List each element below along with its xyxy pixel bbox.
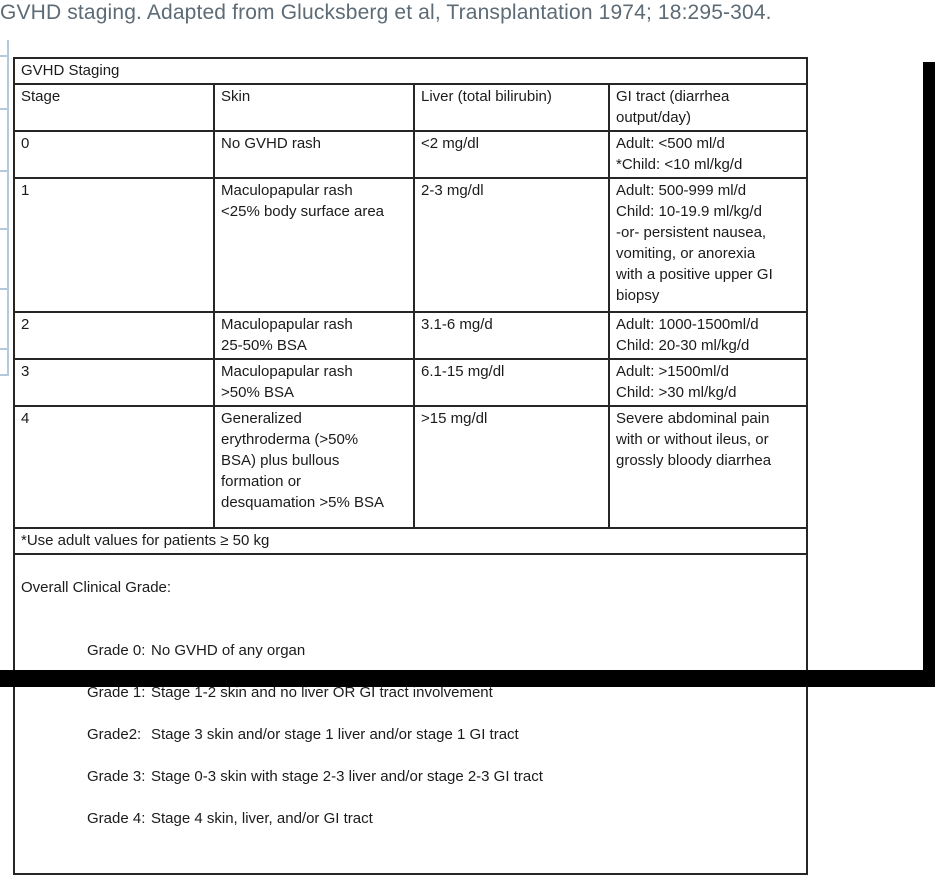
clipped-left-table-row-line: [0, 108, 9, 110]
cell-liver: 3.1-6 mg/d: [413, 311, 610, 360]
grade-label: Grade 3:: [87, 768, 146, 785]
grade-label: Grade 4:: [87, 810, 146, 827]
grade-text: Stage 3 skin and/or stage 1 liver and/or…: [151, 726, 519, 743]
cell-stage: 2: [13, 311, 215, 360]
table-row: 4 Generalized erythroderma (>50% BSA) pl…: [13, 405, 809, 529]
cell-stage: 1: [13, 177, 215, 313]
grade-label: Grade 0:: [87, 642, 146, 659]
clipped-left-table-row-line: [0, 348, 9, 350]
window-edge-bar-bottom: [0, 670, 935, 687]
grades-heading: Overall Clinical Grade:: [21, 579, 172, 596]
cell-gi: Adult: <500 ml/d *Child: <10 ml/kg/d: [607, 130, 809, 179]
clipped-left-table-row-line: [0, 55, 9, 57]
grade-line: Grade 3: Stage 0-3 skin with stage 2-3 li…: [87, 766, 800, 787]
column-header-liver: Liver (total bilirubin): [413, 83, 610, 132]
grade-text: Stage 0-3 skin with stage 2-3 liver and/…: [151, 768, 543, 785]
table-row: 2 Maculopapular rash 25-50% BSA 3.1-6 mg…: [13, 311, 809, 360]
window-edge-bar-right: [923, 62, 935, 687]
cell-liver: >15 mg/dl: [413, 405, 610, 529]
clipped-left-table-row-line: [0, 170, 9, 172]
figure-caption: GVHD staging. Adapted from Glucksberg et…: [0, 1, 772, 24]
cell-liver: 2-3 mg/dl: [413, 177, 610, 313]
cell-stage: 4: [13, 405, 215, 529]
clipped-left-table-row-line: [0, 288, 9, 290]
table-row: 3 Maculopapular rash >50% BSA 6.1-15 mg/…: [13, 358, 809, 407]
grade-label: Grade2:: [87, 726, 142, 743]
table-row: 1 Maculopapular rash <25% body surface a…: [13, 177, 809, 313]
clipped-left-table-row-line: [0, 374, 9, 376]
cell-stage: 0: [13, 130, 215, 179]
grade-line: Grade2: Stage 3 skin and/or stage 1 liver…: [87, 724, 800, 745]
column-header-gi: GI tract (diarrhea output/day): [607, 83, 809, 132]
overall-clinical-grade-cell: Overall Clinical Grade: Grade 0: No GVHD …: [12, 553, 809, 875]
column-header-skin: Skin: [213, 83, 415, 132]
clipped-left-table-row-line: [0, 228, 9, 230]
clipped-left-table-vertical-border: [7, 40, 9, 376]
cell-skin: Maculopapular rash >50% BSA: [213, 358, 415, 407]
grade-text: Stage 4 skin, liver, and/or GI tract: [151, 810, 373, 827]
cell-gi: Adult: >1500ml/d Child: >30 ml/kg/d: [607, 358, 809, 407]
column-header-stage: Stage: [13, 83, 215, 132]
table-title: GVHD Staging: [12, 57, 809, 85]
grade-line: Grade 0: No GVHD of any organ: [87, 640, 800, 661]
gvhd-staging-table: GVHD Staging Stage Skin Liver (total bil…: [12, 57, 809, 875]
footnote-adult-values: *Use adult values for patients ≥ 50 kg: [12, 527, 809, 555]
grade-text: No GVHD of any organ: [151, 642, 306, 659]
cell-gi: Adult: 1000-1500ml/d Child: 20-30 ml/kg/…: [607, 311, 809, 360]
cell-skin: Generalized erythroderma (>50% BSA) plus…: [213, 405, 415, 529]
cell-skin: No GVHD rash: [213, 130, 415, 179]
cell-skin: Maculopapular rash 25-50% BSA: [213, 311, 415, 360]
cell-gi: Adult: 500-999 ml/d Child: 10-19.9 ml/kg…: [607, 177, 809, 313]
grade-line: Grade 4: Stage 4 skin, liver, and/or GI t…: [87, 808, 800, 829]
cell-liver: 6.1-15 mg/dl: [413, 358, 610, 407]
cell-liver: <2 mg/dl: [413, 130, 610, 179]
grade-lines: Grade 0: No GVHD of any organ Grade 1: Sta…: [21, 619, 800, 850]
cell-stage: 3: [13, 358, 215, 407]
table-row: 0 No GVHD rash <2 mg/dl Adult: <500 ml/d…: [13, 130, 809, 179]
cell-gi: Severe abdominal pain with or without il…: [607, 405, 809, 529]
clipped-left-table-edge: [0, 40, 9, 376]
cell-skin: Maculopapular rash <25% body surface are…: [213, 177, 415, 313]
